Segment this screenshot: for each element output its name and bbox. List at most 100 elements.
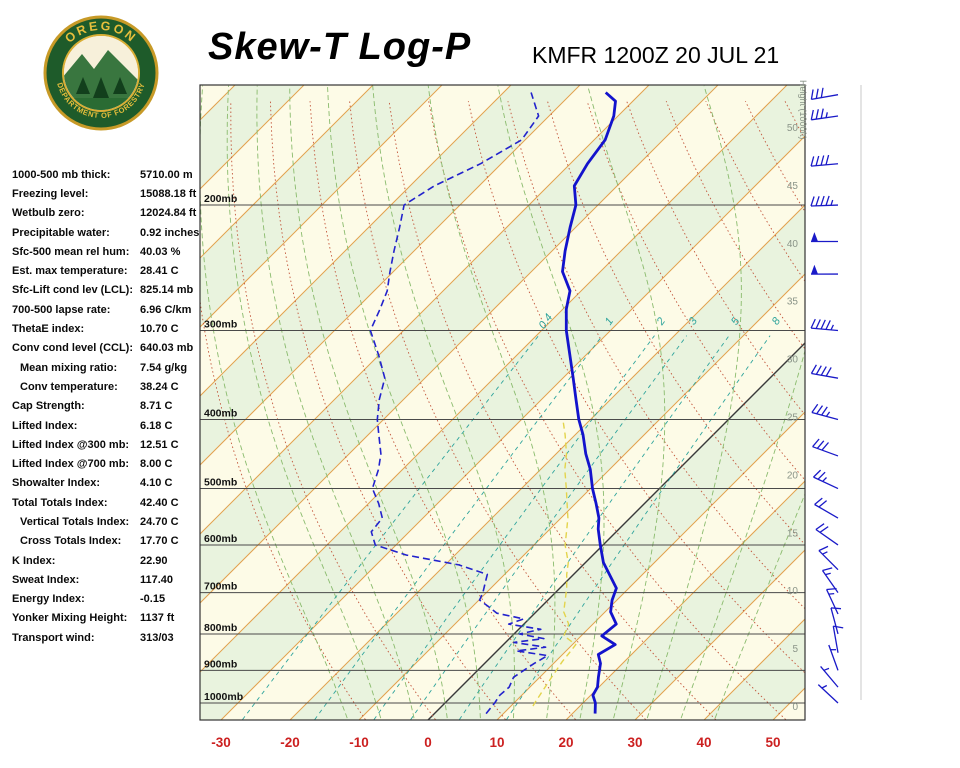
index-row: Cross Totals Index: 17.70 C — [12, 532, 204, 551]
index-label: Yonker Mixing Height: — [12, 612, 128, 625]
index-value: 10.70 C — [140, 323, 179, 336]
index-value: 313/03 — [140, 631, 174, 644]
index-value: -0.15 — [140, 593, 166, 606]
index-row: Lifted Index @700 mb: 8.00 C — [12, 454, 204, 473]
index-value: 17.70 C — [140, 535, 179, 548]
index-row: Lifted Index @300 mb: 12.51 C — [12, 435, 204, 454]
index-label: Sweat Index: — [12, 573, 80, 586]
index-row: Precipitable water: 0.92 inches — [12, 223, 204, 242]
index-value: 22.90 — [140, 554, 168, 567]
svg-text:-20: -20 — [280, 735, 300, 750]
index-value: 15088.18 ft — [140, 187, 197, 200]
svg-text:500mb: 500mb — [204, 477, 237, 489]
svg-text:-10: -10 — [349, 735, 369, 750]
svg-text:45: 45 — [787, 181, 799, 192]
index-label: Showalter Index: — [12, 477, 101, 490]
page-title: Skew-T Log-P — [208, 26, 472, 68]
index-label: Sfc-Lift cond lev (LCL): — [12, 284, 133, 297]
index-value: 0.92 inches — [140, 226, 200, 239]
index-value: 38.24 C — [140, 380, 179, 393]
index-row: Transport wind: 313/03 — [12, 628, 204, 647]
index-value: 825.14 mb — [140, 284, 194, 297]
wind-barb-column — [810, 87, 844, 704]
odf-logo: OREGON DEPARTMENT OF FORESTRY — [42, 14, 160, 137]
index-value: 5710.00 m — [140, 168, 193, 181]
index-label: Sfc-500 mean rel hum: — [12, 245, 130, 258]
index-value: 28.41 C — [140, 265, 179, 278]
svg-text:10: 10 — [489, 735, 504, 750]
index-row: Yonker Mixing Height: 1137 ft — [12, 609, 204, 628]
index-label: Energy Index: — [12, 593, 85, 606]
svg-text:-30: -30 — [211, 735, 231, 750]
index-label: Mean mixing ratio: — [20, 361, 118, 374]
index-value: 4.10 C — [140, 477, 173, 490]
index-label: Lifted Index @700 mb: — [12, 458, 130, 471]
index-row: Wetbulb zero: 12024.84 ft — [12, 204, 204, 223]
index-label: 1000-500 mb thick: — [12, 168, 111, 181]
svg-text:50: 50 — [765, 735, 780, 750]
index-label: Total Totals Index: — [12, 496, 108, 509]
indices-panel: 1000-500 mb thick: 5710.00 m Freezing leve… — [12, 165, 204, 647]
index-row: Sweat Index: 117.40 — [12, 570, 204, 589]
odf-logo-svg: OREGON DEPARTMENT OF FORESTRY — [43, 15, 159, 131]
svg-text:0: 0 — [424, 735, 432, 750]
svg-text:400mb: 400mb — [204, 407, 237, 419]
svg-text:20: 20 — [558, 735, 573, 750]
index-value: 42.40 C — [140, 496, 179, 509]
svg-text:30: 30 — [787, 355, 799, 366]
index-row: Vertical Totals Index: 24.70 C — [12, 512, 204, 531]
index-value: 117.40 — [140, 573, 174, 586]
index-row: Showalter Index: 4.10 C — [12, 474, 204, 493]
index-row: ThetaE index: 10.70 C — [12, 319, 204, 338]
index-row: Freezing level: 15088.18 ft — [12, 184, 204, 203]
index-label: Vertical Totals Index: — [20, 515, 130, 528]
index-row: Total Totals Index: 42.40 C — [12, 493, 204, 512]
index-label: Conv cond level (CCL): — [12, 342, 134, 355]
index-row: Mean mixing ratio: 7.54 g/kg — [12, 358, 204, 377]
svg-text:0: 0 — [792, 702, 798, 713]
index-label: Lifted Index: — [12, 419, 78, 432]
index-label: Cross Totals Index: — [20, 535, 122, 548]
index-value: 8.00 C — [140, 458, 173, 471]
svg-text:Height (1000ft): Height (1000ft) — [798, 80, 808, 140]
svg-text:20: 20 — [787, 470, 799, 481]
index-label: 700-500 lapse rate: — [12, 303, 111, 316]
index-row: Lifted Index: 6.18 C — [12, 416, 204, 435]
index-row: Sfc-500 mean rel hum: 40.03 % — [12, 242, 204, 261]
index-value: 24.70 C — [140, 515, 179, 528]
svg-text:50: 50 — [787, 123, 799, 134]
index-value: 1137 ft — [140, 612, 175, 625]
index-row: Sfc-Lift cond lev (LCL): 825.14 mb — [12, 281, 204, 300]
index-value: 640.03 mb — [140, 342, 194, 355]
svg-text:15: 15 — [787, 528, 799, 539]
index-value: 7.54 g/kg — [140, 361, 188, 374]
index-label: Transport wind: — [12, 631, 95, 644]
index-label: Est. max temperature: — [12, 265, 128, 278]
svg-text:40: 40 — [696, 735, 711, 750]
index-label: K Index: — [12, 554, 56, 567]
index-value: 12.51 C — [140, 438, 179, 451]
index-value: 12024.84 ft — [140, 207, 197, 220]
logo-forest-scene — [64, 36, 138, 110]
svg-text:900mb: 900mb — [204, 658, 237, 670]
plot-area: 0.4 1 2 3 5 8200mb300mb400mb500mb600mb700mb80… — [200, 85, 805, 720]
index-label: Conv temperature: — [20, 380, 118, 393]
index-value: 8.71 C — [140, 400, 173, 413]
svg-text:200mb: 200mb — [204, 193, 237, 205]
index-value: 40.03 % — [140, 245, 181, 258]
svg-text:30: 30 — [627, 735, 642, 750]
index-row: Est. max temperature: 28.41 C — [12, 261, 204, 280]
svg-text:1: 1 — [603, 316, 616, 328]
svg-text:25: 25 — [787, 413, 799, 424]
index-label: Cap Strength: — [12, 400, 85, 413]
index-row: Energy Index: -0.15 — [12, 590, 204, 609]
svg-text:300mb: 300mb — [204, 318, 237, 330]
index-label: Freezing level: — [12, 187, 89, 200]
svg-text:600mb: 600mb — [204, 533, 237, 545]
station-datetime: KMFR 1200Z 20 JUL 21 — [532, 42, 780, 68]
index-label: Lifted Index @300 mb: — [12, 438, 130, 451]
svg-text:1000mb: 1000mb — [204, 691, 243, 703]
svg-text:10: 10 — [787, 586, 799, 597]
